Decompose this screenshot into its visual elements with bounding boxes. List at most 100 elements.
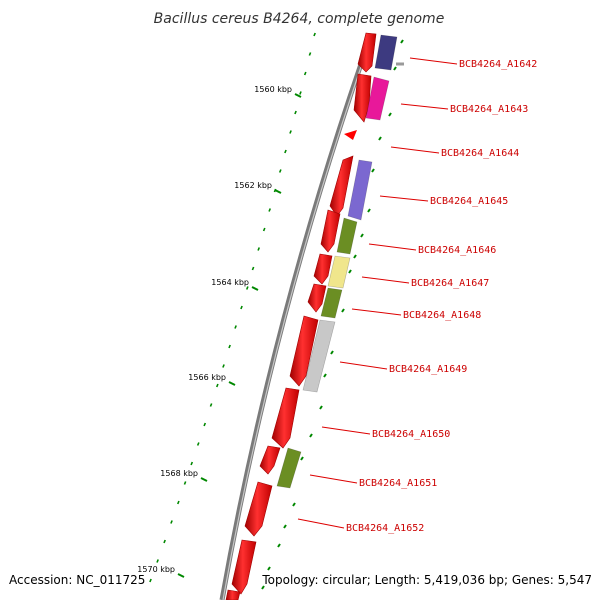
- gene-leader-line: [361, 276, 410, 284]
- gene-feature: [302, 319, 336, 393]
- inner-tick: [277, 543, 281, 548]
- inner-tick: [353, 254, 357, 259]
- scale-major-tick: [251, 286, 259, 291]
- scale-label: 1566 kbp: [188, 373, 226, 382]
- gene-feature: [320, 287, 343, 319]
- scale-minor-tick: [289, 130, 292, 134]
- scale-minor-tick: [183, 481, 187, 485]
- gene-leader-line: [400, 103, 449, 110]
- scale-minor-tick: [313, 32, 316, 37]
- inner-tick: [330, 350, 334, 355]
- forward-gene-arrow: [271, 387, 300, 449]
- topology-text: Topology: circular; Length: 5,419,036 bp…: [262, 573, 592, 587]
- scale-minor-tick: [262, 227, 266, 232]
- scale-minor-tick: [215, 383, 219, 388]
- scale-minor-tick: [156, 559, 159, 563]
- map-title: Bacillus cereus B4264, complete genome: [154, 11, 445, 27]
- scale-major-tick: [228, 381, 236, 386]
- forward-gene-arrow: [244, 481, 273, 537]
- inner-tick: [393, 66, 397, 71]
- genome-backbone: [219, 63, 364, 600]
- scale-major-tick: [274, 189, 282, 194]
- gene-leader-line: [297, 518, 345, 529]
- inner-tick: [400, 39, 404, 44]
- inner-ticks: [261, 39, 404, 590]
- scale-minor-tick: [176, 500, 180, 505]
- scale-minor-tick: [268, 208, 272, 212]
- inner-tick: [267, 566, 271, 571]
- gene-label: BCB4264_A1644: [441, 148, 519, 159]
- inner-tick: [292, 502, 296, 507]
- gene-leader-line: [409, 57, 458, 65]
- inner-tick: [388, 112, 392, 117]
- gene-feature: [347, 159, 373, 221]
- forward-gene-arrow: [320, 209, 341, 253]
- scale-minor-tick: [245, 286, 249, 290]
- gene-leader-line: [339, 361, 388, 370]
- genome-backbone-highlight: [222, 63, 363, 600]
- scale-label: 1564 kbp: [211, 278, 249, 287]
- scale-minor-tick: [149, 578, 152, 583]
- scale-minor-tick: [163, 539, 166, 544]
- gene-label: BCB4264_A1647: [411, 278, 489, 289]
- scale-minor-tick: [257, 247, 261, 251]
- gene-feature: [374, 34, 398, 71]
- forward-gene-arrow: [231, 539, 257, 595]
- gene-leader-line: [390, 146, 440, 154]
- scale-labels: 1560 kbp 1562 kbp 1564 kbp 1566 kbp 1568 kbp…: [137, 85, 292, 574]
- scale-minor-tick: [203, 422, 207, 427]
- scale-minor-tick: [240, 305, 243, 310]
- gene-labels: BCB4264_A1642 BCB4264_A1643 BCB4264_A1644 B…: [346, 59, 537, 534]
- gene-leader-line: [368, 243, 417, 251]
- gene-label: BCB4264_A1651: [359, 478, 437, 489]
- scale-minor-tick: [299, 91, 302, 95]
- inner-tick: [261, 585, 265, 590]
- gene-leader-line: [379, 195, 429, 202]
- gene-feature: [327, 255, 351, 289]
- gene-label: BCB4264_A1649: [389, 364, 467, 375]
- scale-label: 1560 kbp: [254, 85, 292, 94]
- scale-label: 1568 kbp: [160, 469, 198, 478]
- forward-gene-arrow: [259, 445, 281, 475]
- scale-major-tick: [294, 93, 302, 98]
- inner-tick: [319, 405, 323, 410]
- scale-major-tick: [177, 573, 185, 578]
- scale-minor-tick: [228, 344, 231, 349]
- scale-label: 1570 kbp: [137, 565, 175, 574]
- scale-major-tick: [200, 477, 208, 482]
- gene-feature: [365, 76, 390, 121]
- gene-label: BCB4264_A1650: [372, 429, 450, 440]
- forward-gene-arrow: [357, 32, 377, 73]
- gene-leader-line: [351, 308, 402, 316]
- forward-strand-features: [225, 32, 377, 600]
- gene-feature: [336, 217, 358, 255]
- forward-gene-arrow: [329, 155, 354, 217]
- scale-label: 1562 kbp: [234, 181, 272, 190]
- gene-label: BCB4264_A1642: [459, 59, 537, 70]
- scale-minor-tick: [234, 325, 237, 329]
- inner-tick: [309, 433, 313, 438]
- inner-tick: [360, 233, 364, 238]
- inner-tick: [300, 456, 304, 461]
- label-leader-lines: [297, 57, 458, 529]
- gene-label: BCB4264_A1646: [418, 245, 496, 256]
- inner-tick: [378, 136, 382, 141]
- inner-tick: [371, 168, 375, 173]
- gene-leader-line: [321, 426, 371, 435]
- inner-tick: [367, 208, 371, 213]
- forward-gene-arrow: [289, 315, 319, 387]
- forward-gene-arrow: [313, 253, 333, 285]
- scale-minor-tick: [196, 442, 200, 446]
- scale-minor-tick: [251, 266, 255, 271]
- gene-leader-line: [309, 474, 358, 484]
- scale-minor-tick: [308, 52, 312, 56]
- inner-tick: [341, 308, 345, 313]
- gene-label: BCB4264_A1645: [430, 196, 508, 207]
- forward-gene-arrow: [225, 589, 241, 600]
- scale-minor-tick: [294, 110, 297, 115]
- small-feature-marker: [344, 130, 357, 140]
- scale-ticks: [149, 32, 316, 583]
- inner-tick: [283, 524, 287, 529]
- scale-minor-tick: [278, 169, 282, 173]
- gene-features: [276, 34, 398, 489]
